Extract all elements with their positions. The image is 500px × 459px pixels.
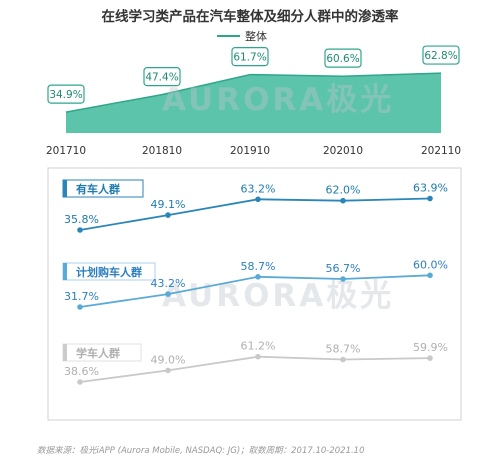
segment-value-label: 49.1% (151, 198, 186, 211)
segment-value-label: 58.7% (241, 260, 276, 273)
segment-point (165, 212, 171, 218)
overall-value-label-box (422, 45, 460, 65)
segment-label-marker (63, 344, 67, 361)
overall-value-label: 61.7% (233, 52, 266, 64)
segment-point (255, 196, 261, 203)
segment-point (427, 195, 433, 202)
segment-point (77, 227, 83, 233)
segment-point (340, 197, 346, 204)
x-axis-tick-label: 202110 (421, 145, 461, 157)
segment-point (165, 367, 171, 374)
x-axis-tick-label: 202010 (323, 145, 363, 157)
segment-label: 学车人群 (76, 346, 120, 360)
overall-area-chart: 34.9% 47.4% 61.7% 60.6% 62.8% (47, 45, 460, 133)
segment-label-marker (63, 263, 67, 280)
overall-value-label: 34.9% (49, 89, 82, 101)
segment-value-label: 62.0% (326, 184, 361, 197)
overall-value-label: 47.4% (145, 72, 178, 84)
segment-label-marker (63, 180, 67, 197)
overall-value-label-box (231, 47, 269, 67)
segment-value-label: 63.2% (241, 182, 276, 195)
overall-value-label-box (47, 84, 85, 104)
segment-value-label: 56.7% (326, 262, 361, 275)
segment-value-label: 31.7% (64, 290, 99, 303)
overall-area (66, 73, 441, 133)
watermark: AURORA极光 (162, 82, 394, 118)
segment-value-label: 59.9% (413, 341, 448, 354)
segment-point (165, 291, 171, 297)
segment-value-label: 35.8% (64, 213, 99, 226)
segment-value-label: 38.6% (64, 365, 99, 378)
segment-point (427, 272, 433, 279)
segment-line (79, 197, 431, 231)
segment-label: 有车人群 (76, 182, 120, 196)
segment-point (255, 274, 261, 280)
segment-charts: 有车人群 35.8% 49.1% 63.2% 62.0% 63.9% 计划购车人群 31.7%… (62, 179, 448, 385)
legend: 整体 (217, 29, 267, 43)
segments-panel (47, 167, 462, 421)
segment-point (340, 276, 346, 282)
segment-point (77, 304, 83, 310)
segment-point (340, 356, 346, 363)
segment-point (77, 379, 83, 385)
segment-value-label: 49.0% (151, 353, 186, 366)
segment-value-label: 58.7% (326, 343, 361, 356)
x-axis-tick-label: 201710 (46, 145, 86, 157)
segment-value-label: 43.2% (151, 277, 186, 290)
watermark-2: AURORA极光 (162, 278, 394, 314)
overall-value-label: 62.8% (424, 50, 457, 62)
segment-value-label: 61.2% (241, 340, 276, 353)
legend-label: 整体 (245, 29, 267, 43)
x-axis-tick-label: 201910 (230, 145, 270, 157)
overall-line (65, 72, 442, 113)
overall-value-label: 60.6% (326, 53, 359, 65)
overall-value-label-box (324, 48, 362, 68)
segment-value-label: 63.9% (413, 182, 448, 195)
segment-label: 计划购车人群 (76, 265, 142, 279)
segment-point (427, 355, 433, 361)
segment-point (255, 353, 261, 360)
chart-title: 在线学习类产品在汽车整体及细分人群中的渗透率 (102, 8, 399, 25)
overall-value-label-box (143, 67, 181, 87)
x-axis: 201710 201810 201910 202010 202110 (46, 145, 461, 157)
x-axis-tick-label: 201810 (142, 145, 182, 157)
segment-value-label: 60.0% (413, 258, 448, 271)
footer-source: 数据来源：极光iAPP (Aurora Mobile, NASDAQ: JG)；… (37, 445, 365, 456)
